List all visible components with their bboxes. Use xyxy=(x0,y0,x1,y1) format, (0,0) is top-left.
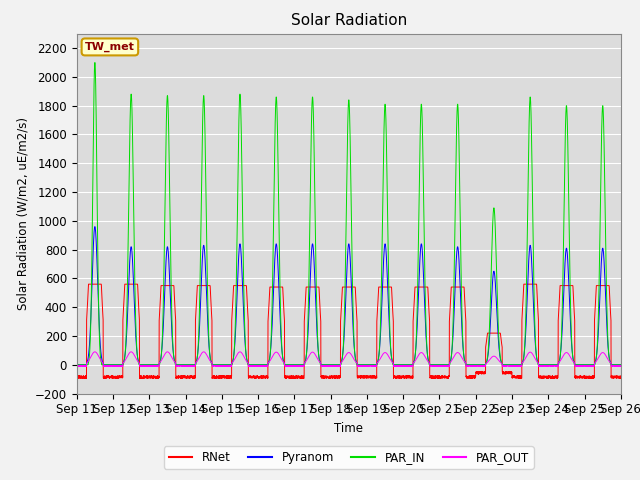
Pyranom xyxy=(73,362,81,368)
RNet xyxy=(171,300,179,305)
Title: Solar Radiation: Solar Radiation xyxy=(291,13,407,28)
X-axis label: Time: Time xyxy=(334,422,364,435)
Pyranom xyxy=(171,358,179,364)
Line: RNet: RNet xyxy=(77,284,621,378)
RNet xyxy=(84,281,92,287)
PAR_OUT xyxy=(502,363,509,369)
RNet xyxy=(329,375,337,381)
Line: PAR_OUT: PAR_OUT xyxy=(77,352,621,366)
RNet xyxy=(502,369,509,375)
PAR_OUT xyxy=(617,363,625,369)
PAR_IN xyxy=(616,362,624,368)
PAR_IN xyxy=(617,362,625,368)
PAR_IN xyxy=(441,362,449,368)
Y-axis label: Solar Radiation (W/m2, uE/m2/s): Solar Radiation (W/m2, uE/m2/s) xyxy=(17,117,29,310)
PAR_IN xyxy=(91,60,99,65)
PAR_IN xyxy=(329,362,337,368)
Pyranom xyxy=(329,362,337,368)
Line: PAR_IN: PAR_IN xyxy=(77,62,621,365)
RNet xyxy=(441,374,449,380)
PAR_IN xyxy=(73,362,81,368)
PAR_OUT xyxy=(441,363,449,369)
PAR_OUT xyxy=(73,363,81,369)
Text: TW_met: TW_met xyxy=(85,42,135,52)
Legend: RNet, Pyranom, PAR_IN, PAR_OUT: RNet, Pyranom, PAR_IN, PAR_OUT xyxy=(164,446,534,469)
PAR_IN xyxy=(471,362,479,368)
PAR_OUT xyxy=(329,363,337,369)
Pyranom xyxy=(471,362,479,368)
PAR_OUT xyxy=(91,349,99,355)
Pyranom xyxy=(502,362,509,368)
RNet xyxy=(617,375,625,381)
Pyranom xyxy=(617,362,625,368)
PAR_IN xyxy=(502,362,509,368)
Pyranom xyxy=(91,224,99,229)
RNet xyxy=(616,375,624,381)
PAR_OUT xyxy=(471,363,479,369)
Line: Pyranom: Pyranom xyxy=(77,227,621,365)
RNet xyxy=(539,375,547,381)
RNet xyxy=(471,375,479,381)
RNet xyxy=(73,374,81,380)
Pyranom xyxy=(616,362,624,368)
Pyranom xyxy=(441,362,449,368)
PAR_OUT xyxy=(294,363,301,369)
PAR_OUT xyxy=(616,363,624,369)
PAR_OUT xyxy=(171,359,179,365)
PAR_IN xyxy=(171,359,179,365)
